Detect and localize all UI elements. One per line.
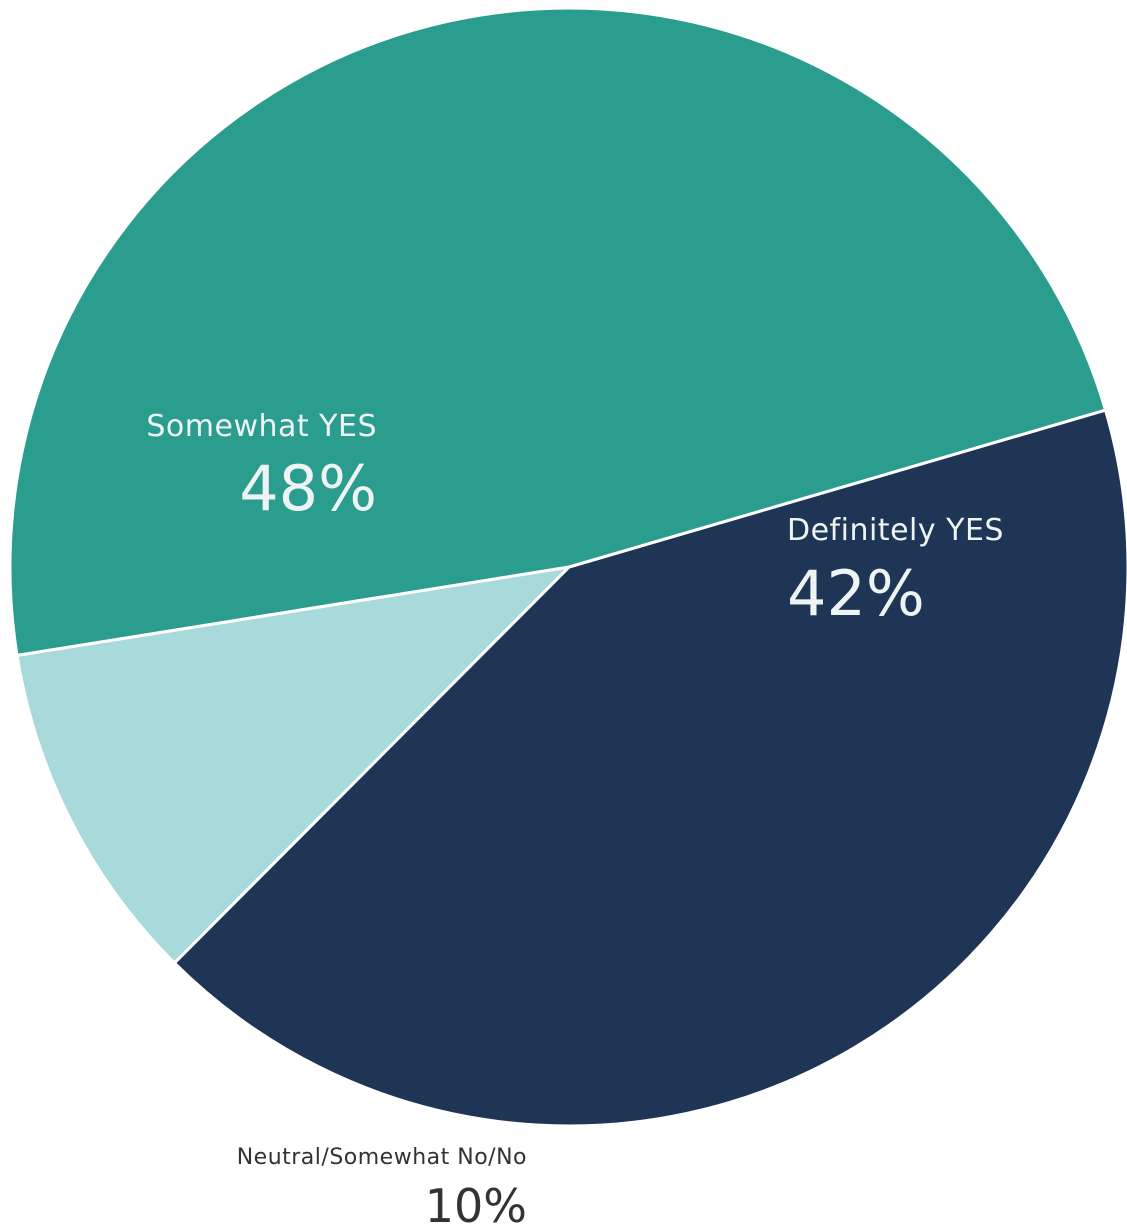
- pie-slice-somewhat-yes: [8, 6, 1108, 657]
- slice-value-label: 10%: [425, 1179, 527, 1225]
- pie-slice-definitely-yes: [172, 408, 1127, 1128]
- slice-label: Definitely YES: [787, 513, 1004, 548]
- pie-slice-neutral-somewhat-no-no: [15, 565, 571, 965]
- slice-value-label: 42%: [787, 557, 925, 630]
- slice-label: Somewhat YES: [146, 409, 377, 444]
- slice-value-label: 48%: [239, 452, 377, 525]
- pie-labels: Definitely YES 42% Neutral/Somewhat No/No 1…: [146, 409, 1004, 1225]
- pie-slices: [8, 6, 1127, 1128]
- slice-label: Neutral/Somewhat No/No: [237, 1145, 527, 1170]
